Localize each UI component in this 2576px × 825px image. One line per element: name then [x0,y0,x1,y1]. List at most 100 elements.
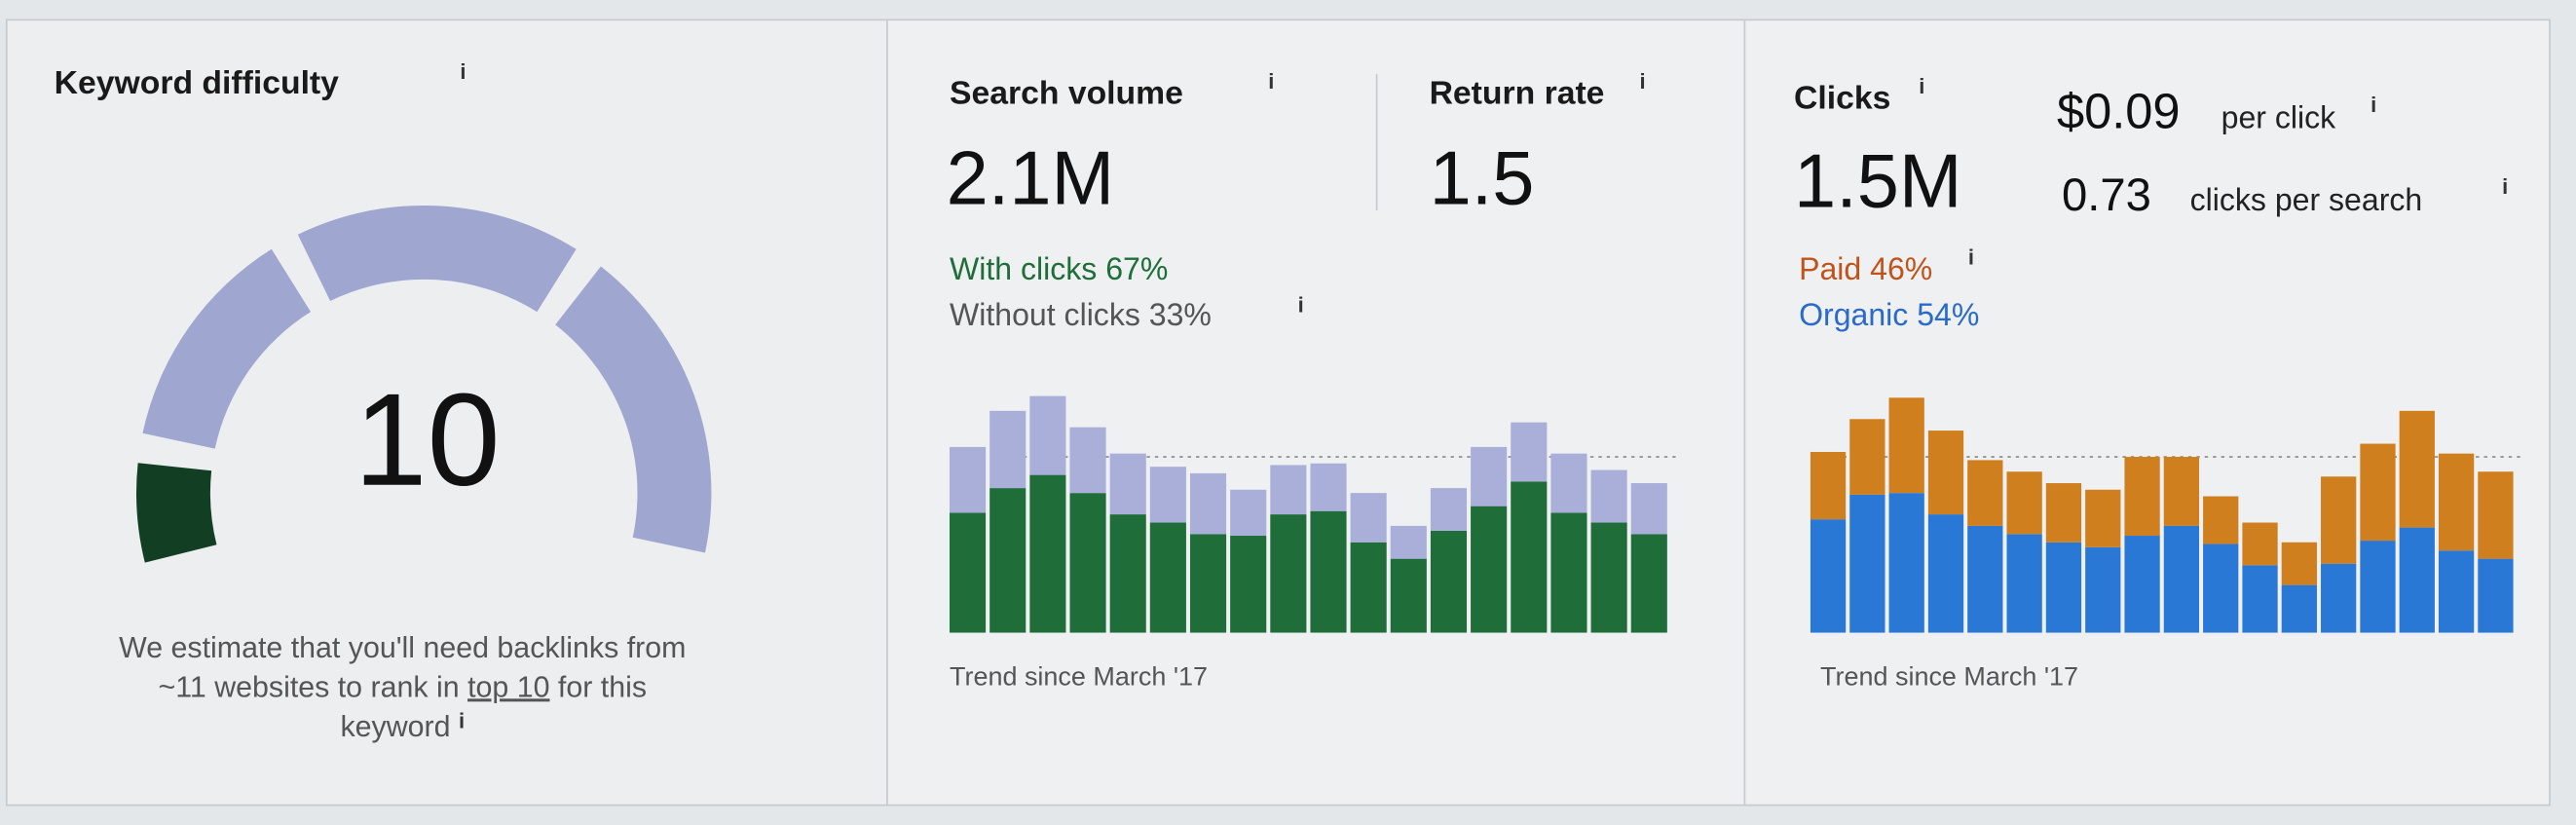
bar-segment [1310,510,1347,633]
with-clicks: With clicks 67% [950,251,1168,286]
bar-segment [1230,536,1267,633]
bar-segment [1849,419,1885,495]
bar-segment [1390,525,1427,559]
note-line: We estimate that you'll need backlinks f… [119,632,686,664]
bar-segment [2203,544,2239,633]
info-icon[interactable]: i [460,59,466,84]
bar-segment [2399,527,2435,633]
bar-segment [989,488,1027,633]
bar-segment [1471,506,1508,633]
bar-segment [1927,431,1964,515]
bar-segment [1350,542,1387,633]
bar-segment [1590,522,1627,633]
cpc-value: $0.09 [2057,84,2181,139]
bar-segment [1888,397,1924,494]
note-text: for this [558,671,647,703]
cps-unit: clicks per search [2190,182,2423,217]
volume-value: 2.1M [947,136,1114,220]
bar-segment [2163,457,2200,526]
bar-segment [1430,488,1468,531]
bar-segment [1069,493,1106,633]
clicks-title: Clicks [1794,79,1890,116]
info-icon[interactable]: i [1298,293,1304,318]
bar-segment [1230,489,1267,537]
organic-share: Organic 54% [1799,297,1979,332]
bar-segment [1888,493,1924,633]
note-line: keyword i [340,708,465,742]
bar-segment [1109,514,1146,633]
info-icon[interactable]: i [2371,93,2376,117]
bar-segment [1550,453,1587,513]
bar-segment [1511,481,1548,633]
bar-segment [2045,483,2082,543]
bar-segment [950,446,987,513]
bar-segment [2203,496,2239,544]
paid-share: Paid 46% [1799,251,1932,286]
bar-segment [1550,512,1587,633]
bar-segment [1189,534,1227,633]
return-rate-title: Return rate [1430,74,1605,111]
bar-segment [2242,565,2278,633]
bar-segment [2085,489,2121,547]
info-icon[interactable]: i [459,708,465,732]
bar-segment [1310,463,1347,511]
note-text: keyword [340,711,450,743]
bar-segment [1390,558,1427,633]
bar-segment [1810,519,1847,633]
chart-caption: Trend since March '17 [1820,662,2078,692]
note-link[interactable]: top 10 [467,671,549,703]
bar-segment [2321,563,2357,633]
bar-segment [1270,465,1307,515]
bar-segment [1630,483,1667,535]
info-icon[interactable]: i [1968,245,1974,270]
bar-segment [2360,541,2396,633]
bar-segment [1270,514,1307,633]
volume-title: Search volume [950,74,1183,111]
bar-segment [1350,493,1387,543]
gauge-segment [136,463,217,563]
bar-segment [1149,522,1186,633]
bar-segment [989,410,1027,489]
bar-segment [2124,457,2160,537]
bar-segment [2006,471,2042,535]
bar-segment [1849,494,1885,633]
bar-segment [2438,453,2475,551]
bar-segment [1471,446,1508,506]
bar-segment [2045,542,2082,633]
info-icon[interactable]: i [1268,69,1274,94]
bar-segment [2360,443,2396,542]
bar-segment [2242,522,2278,566]
bar-segment [2478,558,2514,633]
clicks-value: 1.5M [1794,140,1961,224]
bar-segment [1149,467,1186,523]
bar-segment [2321,476,2357,564]
bar-segment [2163,525,2200,633]
bar-segment [1430,530,1468,633]
clicks-trend-chart [1810,397,2514,633]
gauge-segment [555,266,712,553]
bar-segment [1029,474,1066,633]
info-icon[interactable]: i [2502,174,2508,199]
bar-segment [2006,534,2042,633]
info-icon[interactable]: i [1919,74,1924,98]
bar-segment [1069,427,1106,494]
bar-segment [2438,550,2475,633]
note-line: ~11 websites to rank in top 10 for this [159,671,648,703]
difficulty-score: 10 [355,366,501,513]
chart-caption: Trend since March '17 [950,662,1208,692]
return-rate-value: 1.5 [1430,136,1535,220]
without-clicks: Without clicks 33% [950,297,1212,332]
bar-segment [2399,410,2435,528]
info-icon[interactable]: i [1639,69,1645,94]
gauge [136,205,712,563]
bar-segment [1590,469,1627,523]
gauge-segment [297,205,577,313]
bar-segment [1967,460,2003,526]
bar-segment [1189,472,1227,535]
bar-segment [2281,542,2317,585]
gauge-segment [142,248,312,449]
cpc-unit: per click [2221,100,2337,135]
bar-segment [1810,451,1847,520]
bar-segment [1511,422,1548,482]
